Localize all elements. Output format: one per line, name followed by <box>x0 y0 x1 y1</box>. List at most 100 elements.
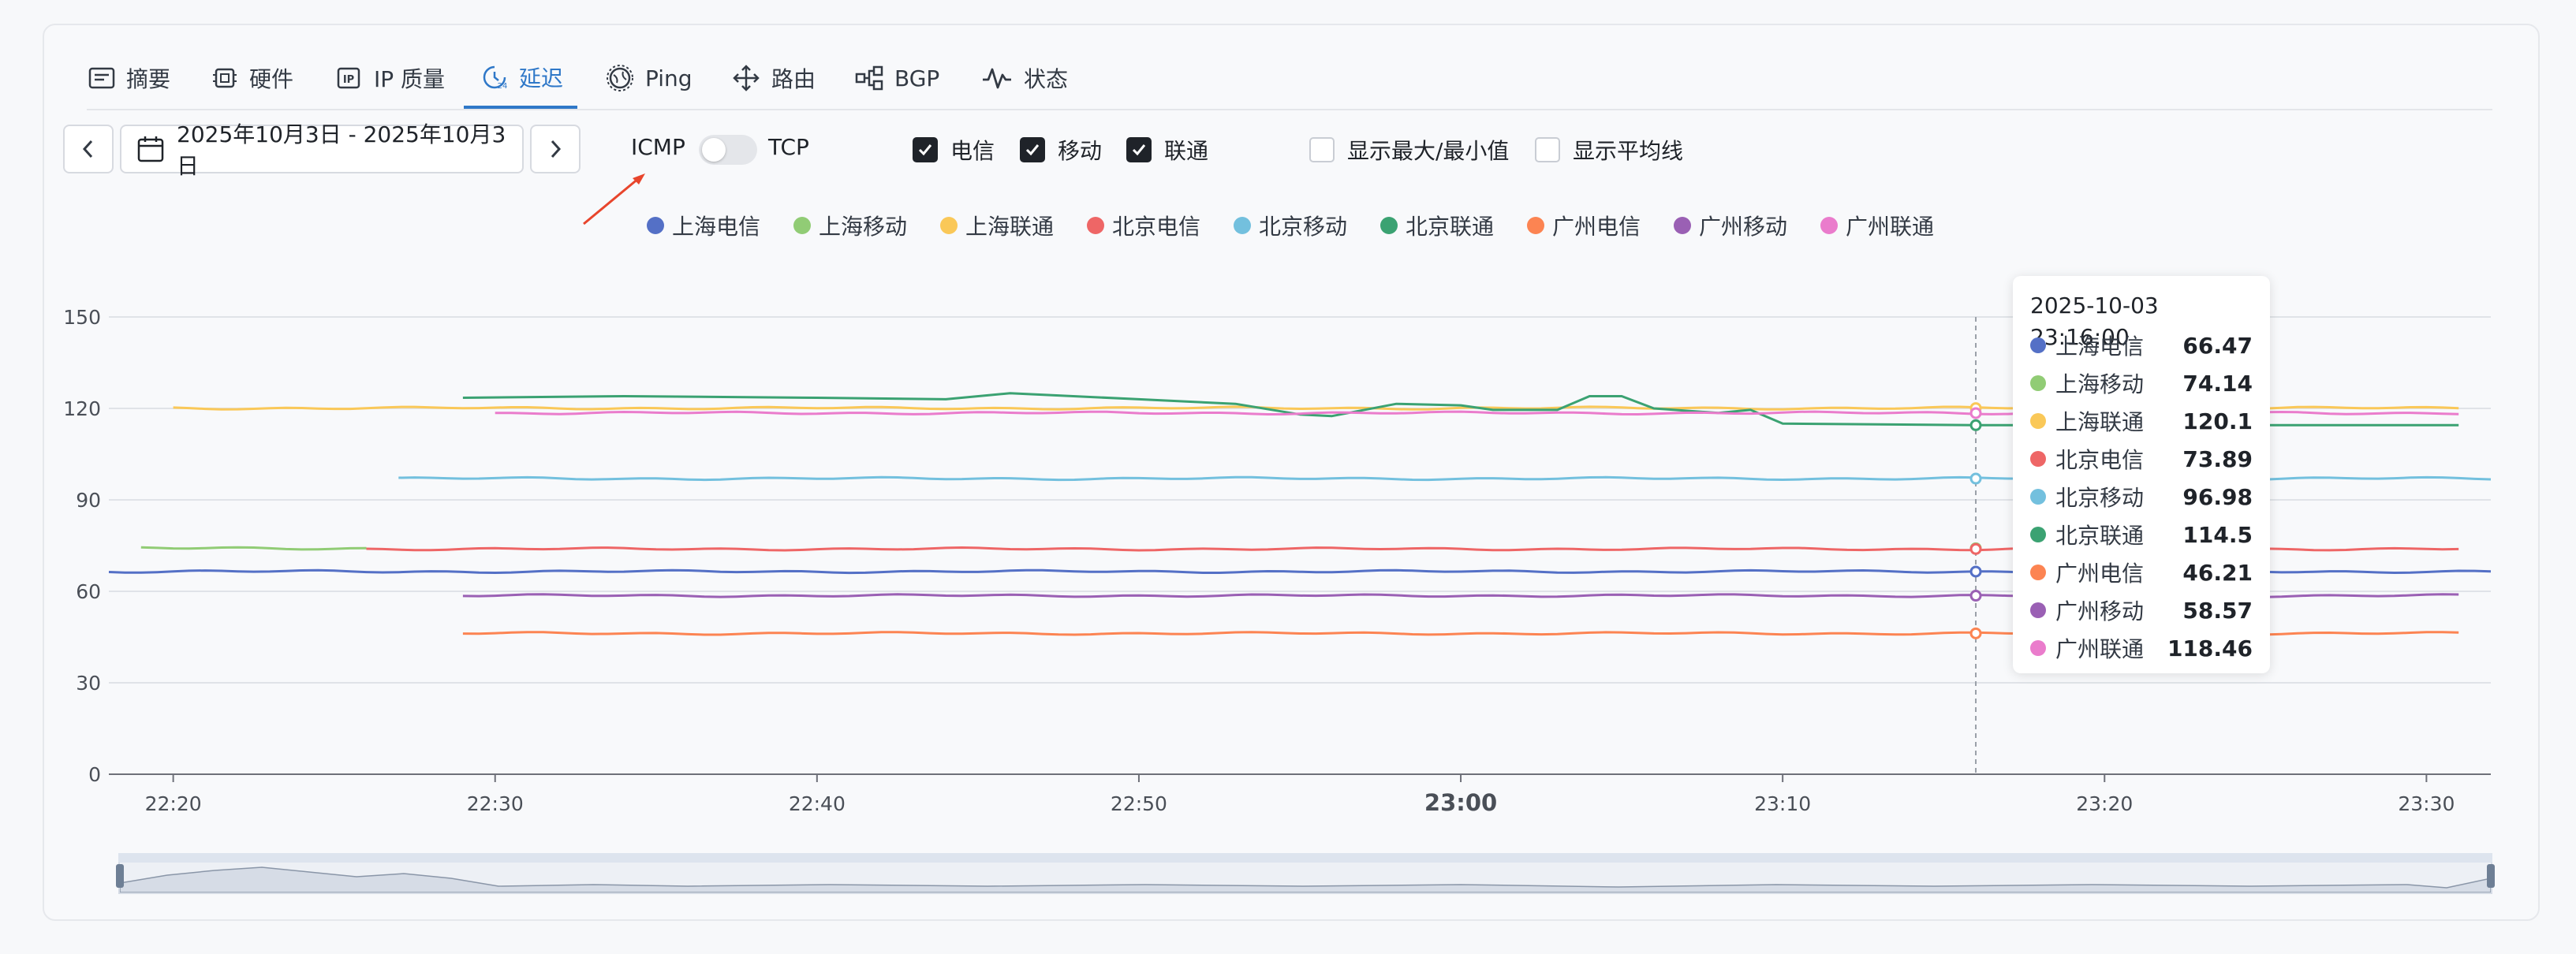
tab-bar: 摘要 硬件 IP IP 质量 24 延迟 Pin <box>87 49 2492 110</box>
tooltip-value: 73.89 <box>2182 445 2253 472</box>
legend-dot <box>1527 217 1544 234</box>
tooltip-row: 上海移动 74.14 <box>2030 364 2253 402</box>
cursor-point <box>1969 565 1982 578</box>
legend-item-shanghai-telecom[interactable]: 上海电信 <box>647 210 760 241</box>
date-range-picker[interactable]: 2025年10月3日 - 2025年10月3日 <box>120 121 524 179</box>
tooltip-series-name: 广州电信 <box>2055 561 2145 587</box>
tooltip-value: 96.98 <box>2182 483 2253 510</box>
tooltip-dot <box>2030 451 2046 467</box>
checkbox-label: 联通 <box>1164 138 1209 164</box>
tooltip-dot <box>2030 375 2046 391</box>
tooltip-row: 上海联通 120.1 <box>2030 402 2253 440</box>
tooltip-dot <box>2030 640 2046 656</box>
checkbox-show-average[interactable]: 显示平均线 <box>1535 134 1683 166</box>
legend-item-beijing-telecom[interactable]: 北京电信 <box>1087 210 1200 241</box>
y-tick-label: 0 <box>88 763 101 786</box>
zoom-range-bar[interactable] <box>118 853 2492 863</box>
tab-status[interactable]: 状态 <box>981 49 1068 107</box>
zoom-handle-left[interactable] <box>116 864 124 888</box>
tooltip-series-name: 北京联通 <box>2055 523 2145 549</box>
legend-item-beijing-unicom[interactable]: 北京联通 <box>1380 210 1494 241</box>
chevron-right-icon <box>551 140 562 158</box>
tooltip-value: 58.57 <box>2182 597 2253 624</box>
checkmark-icon <box>1020 137 1045 162</box>
checkbox-telecom[interactable]: 电信 <box>913 134 995 166</box>
legend-item-guangzhou-unicom[interactable]: 广州联通 <box>1820 210 1934 241</box>
protocol-toggle[interactable] <box>699 135 757 165</box>
x-tick-label: 23:20 <box>2076 792 2133 815</box>
tooltip-title: 2025-10-03 23:16:00 <box>2030 293 2159 350</box>
summary-icon <box>88 67 115 89</box>
tab-label: 摘要 <box>126 66 171 92</box>
cursor-point <box>1969 590 1982 602</box>
checkbox-mobile[interactable]: 移动 <box>1020 134 1102 166</box>
tooltip-dot <box>2030 337 2046 353</box>
legend-label: 上海电信 <box>672 214 761 240</box>
y-tick-label: 90 <box>76 489 101 512</box>
y-tick-label: 150 <box>63 306 101 329</box>
legend-item-shanghai-unicom[interactable]: 上海联通 <box>940 210 1054 241</box>
chip-icon <box>213 68 237 88</box>
tooltip-dot <box>2030 527 2046 542</box>
tooltip-value: 74.14 <box>2182 370 2253 397</box>
tooltip-row: 上海电信 66.47 <box>2030 326 2253 364</box>
tab-label: 硬件 <box>249 66 294 92</box>
checkbox-unicom[interactable]: 联通 <box>1126 134 1208 166</box>
tab-label: Ping <box>645 65 693 91</box>
legend-label: 上海移动 <box>819 214 908 240</box>
legend-item-beijing-mobile[interactable]: 北京移动 <box>1234 210 1347 241</box>
tab-label: IP 质量 <box>374 66 446 92</box>
tooltip-row: 广州联通 118.46 <box>2030 629 2253 667</box>
legend-dot <box>1087 217 1104 234</box>
pulse-icon <box>983 68 1011 89</box>
series-line <box>140 546 367 551</box>
tooltip-series-name: 上海电信 <box>2055 334 2145 360</box>
tooltip-row: 北京电信 73.89 <box>2030 440 2253 478</box>
chevron-left-icon <box>82 140 93 158</box>
tab-route[interactable]: 路由 <box>732 49 816 107</box>
globe-icon <box>607 65 633 91</box>
tooltip-series-name: 北京移动 <box>2055 485 2145 511</box>
legend-label: 北京移动 <box>1259 214 1348 240</box>
x-tick-label: 22:20 <box>145 792 202 815</box>
legend-dot <box>1380 217 1398 234</box>
legend-dot <box>647 217 664 234</box>
tooltip-series-name: 上海移动 <box>2055 371 2145 397</box>
cursor-point <box>1969 419 1982 431</box>
date-range-text: 2025年10月3日 - 2025年10月3日 <box>177 121 506 179</box>
latency-clock-icon: 24 <box>483 65 507 91</box>
svg-text:IP: IP <box>343 74 354 86</box>
tooltip-series-name: 广州移动 <box>2055 598 2145 624</box>
legend-label: 北京电信 <box>1112 214 1201 240</box>
tab-label: BGP <box>894 65 940 91</box>
tooltip-series-name: 上海联通 <box>2055 409 2145 435</box>
tab-latency[interactable]: 24 延迟 <box>464 49 578 109</box>
protocol-tcp-label: TCP <box>768 134 809 160</box>
legend-dot <box>793 217 811 234</box>
legend-item-guangzhou-mobile[interactable]: 广州移动 <box>1674 210 1787 241</box>
chart-tooltip: 2025-10-03 23:16:00 上海电信 66.47 上海移动 74.14 … <box>2013 276 2270 673</box>
calendar-icon <box>137 136 164 162</box>
tab-summary[interactable]: 摘要 <box>88 49 170 107</box>
y-tick-label: 120 <box>63 397 101 420</box>
checkbox-show-max-min[interactable]: 显示最大/最小值 <box>1309 134 1509 166</box>
legend-dot <box>940 217 958 234</box>
annotation-arrow-icon <box>583 173 645 225</box>
x-tick-label: 23:30 <box>2398 792 2455 815</box>
tab-ip-quality[interactable]: IP IP 质量 <box>336 49 445 107</box>
cursor-point <box>1969 627 1982 639</box>
checkbox-label: 电信 <box>950 138 995 164</box>
checkbox-label: 显示最大/最小值 <box>1347 138 1510 164</box>
next-range-button[interactable] <box>530 125 581 173</box>
tab-bgp[interactable]: BGP <box>855 49 939 107</box>
route-icon <box>733 65 760 91</box>
previous-range-button[interactable] <box>63 125 114 173</box>
tab-hardware[interactable]: 硬件 <box>211 49 293 107</box>
toggle-knob <box>702 138 726 162</box>
tooltip-series-name: 广州联通 <box>2055 636 2145 662</box>
zoom-handle-right[interactable] <box>2487 864 2495 888</box>
legend-item-guangzhou-telecom[interactable]: 广州电信 <box>1527 210 1641 241</box>
zoom-preview-sparkline <box>119 866 2492 893</box>
tab-ping[interactable]: Ping <box>606 49 693 107</box>
legend-item-shanghai-mobile[interactable]: 上海移动 <box>793 210 907 241</box>
